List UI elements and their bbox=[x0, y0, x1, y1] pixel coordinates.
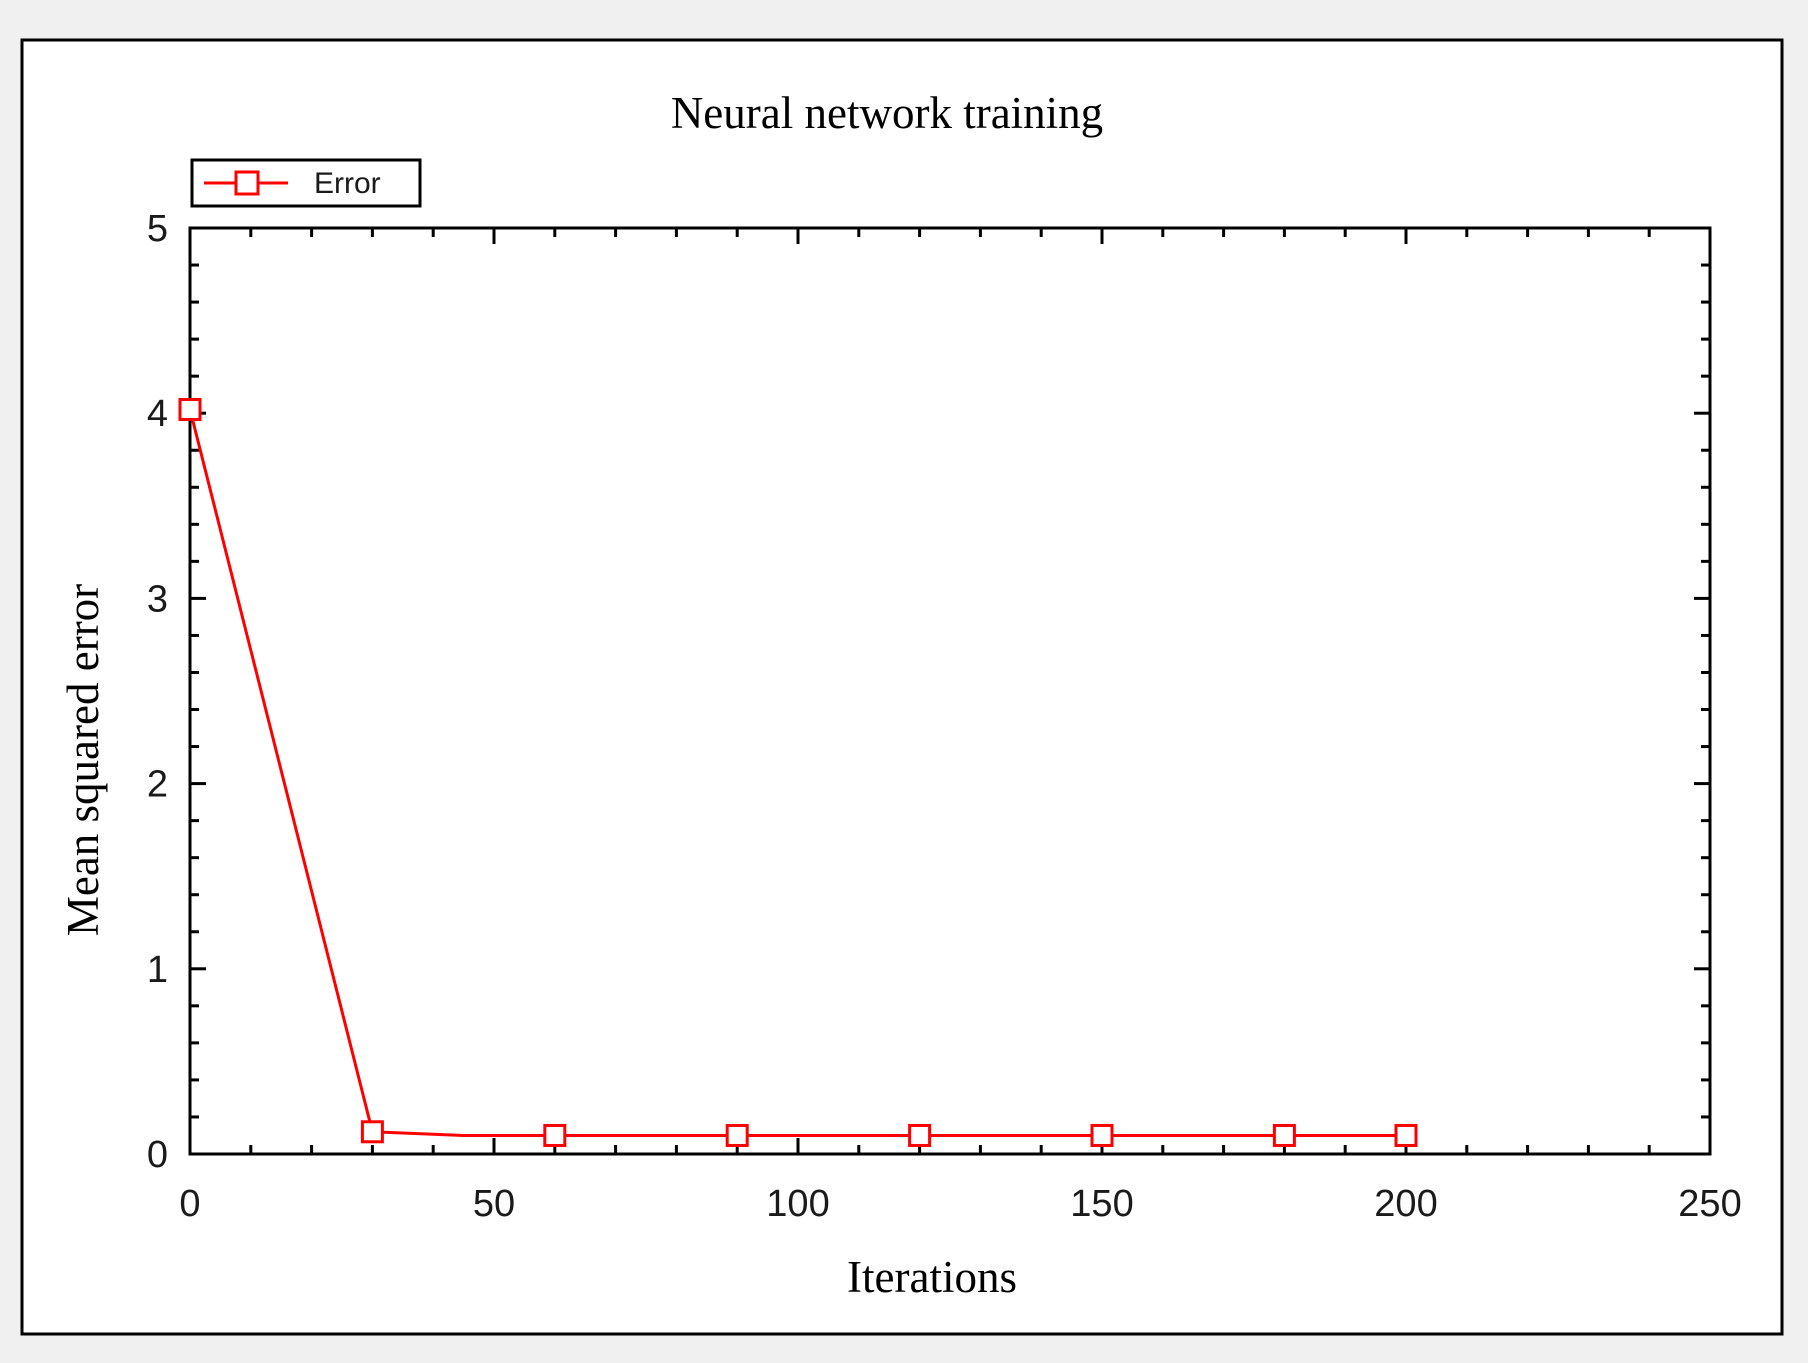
x-axis-label: Iterations bbox=[847, 1252, 1017, 1302]
y-tick-label: 3 bbox=[147, 578, 168, 620]
x-tick-label: 100 bbox=[766, 1183, 829, 1225]
y-axis-label: Mean squared error bbox=[58, 584, 108, 936]
plot-frame bbox=[188, 226, 1712, 1156]
x-tick-label: 150 bbox=[1070, 1183, 1133, 1225]
x-tick-label: 50 bbox=[473, 1183, 515, 1225]
x-tick-label: 250 bbox=[1678, 1183, 1741, 1225]
legend-marker-swatch bbox=[234, 170, 260, 196]
figure-frame bbox=[20, 38, 1784, 1336]
data-point-marker bbox=[1090, 1123, 1114, 1147]
y-tick-label: 0 bbox=[147, 1134, 168, 1176]
legend: Error bbox=[190, 158, 422, 208]
x-tick-label: 200 bbox=[1374, 1183, 1437, 1225]
data-point-marker bbox=[1394, 1123, 1418, 1147]
chart-title: Neural network training bbox=[671, 88, 1103, 138]
data-point-marker bbox=[178, 397, 202, 421]
data-point-marker bbox=[360, 1120, 384, 1144]
y-tick-label: 2 bbox=[147, 764, 168, 806]
y-tick-label: 5 bbox=[147, 208, 168, 250]
legend-label-error: Error bbox=[314, 167, 381, 200]
data-point-marker bbox=[908, 1123, 932, 1147]
data-point-marker bbox=[1272, 1123, 1296, 1147]
plot-area: 0 50 100 150 200 250 0 1 2 3 4 5 bbox=[147, 208, 1742, 1225]
x-tick-label: 0 bbox=[179, 1183, 200, 1225]
y-tick-label: 1 bbox=[147, 949, 168, 991]
data-point-marker bbox=[725, 1123, 749, 1147]
y-tick-label: 4 bbox=[147, 393, 168, 435]
data-point-marker bbox=[543, 1123, 567, 1147]
